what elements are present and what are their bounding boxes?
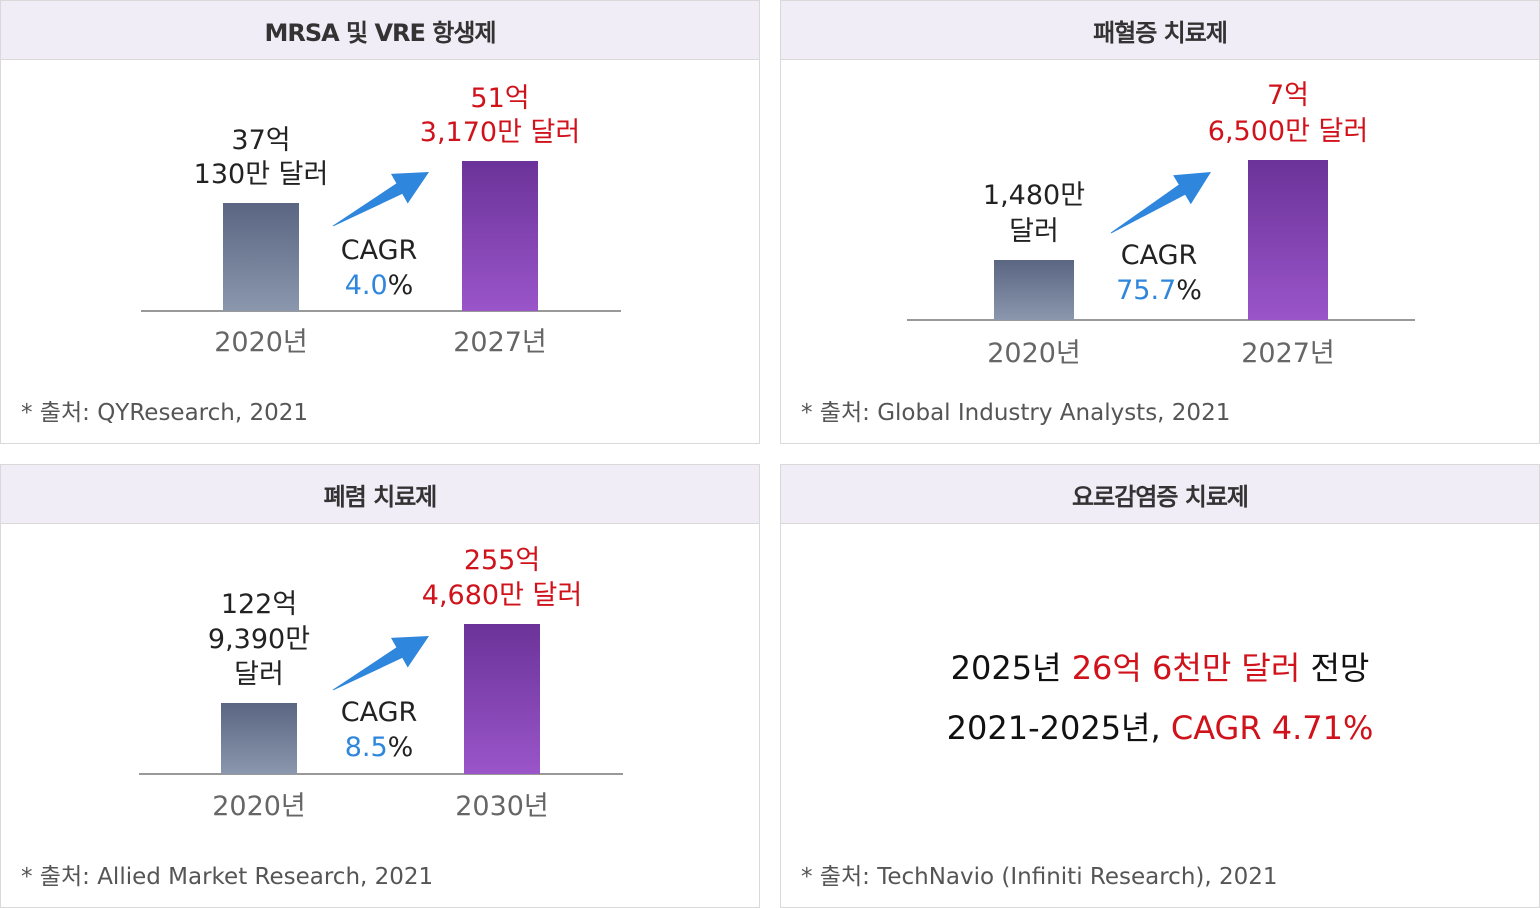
data-label: 130만 달러 (194, 159, 329, 190)
data-label: 255억 (464, 545, 540, 576)
summary-suffix: 전망 (1310, 649, 1370, 687)
cagr-number: 75.7 (1116, 275, 1176, 306)
summary-forecast-value: 26억 6천만 달러 (1071, 649, 1301, 687)
growth-arrow-icon (332, 172, 429, 227)
data-label: 7억 (1267, 80, 1309, 111)
panel-uti: 요로감염증 치료제 2025년 26억 6천만 달러 전망 2021-2025년… (780, 464, 1540, 908)
tick-label: 2027년 (453, 327, 547, 358)
data-label: 4,680만 달러 (422, 580, 582, 611)
cagr-number: 4.0 (345, 270, 388, 301)
summary-line-2: 2021-2025년, CAGR 4.71% (781, 703, 1539, 749)
data-label: 9,390만 (208, 624, 310, 655)
summary-period: 2021-2025년, (946, 709, 1161, 747)
data-label: 달러 (1009, 216, 1059, 247)
bar-2020년 (994, 260, 1074, 320)
bar-2020년 (221, 703, 297, 774)
panel-title: 폐렴 치료제 (1, 465, 759, 524)
source-note: * 출처: QYResearch, 2021 (21, 400, 308, 426)
data-label: 3,170만 달러 (420, 117, 580, 148)
summary-line-1: 2025년 26억 6천만 달러 전망 (781, 643, 1539, 689)
tick-label: 2027년 (1241, 338, 1335, 369)
data-label: 37억 (231, 125, 290, 156)
cagr-label: CAGR (341, 235, 418, 266)
data-label: 51억 (470, 83, 529, 114)
growth-arrow-icon (332, 636, 429, 691)
bar-2020년 (223, 203, 299, 311)
cagr-unit: % (1176, 275, 1202, 306)
cagr-label: CAGR (341, 697, 418, 728)
cagr-value: 75.7% (1116, 275, 1202, 306)
bar-2027년 (1248, 160, 1328, 320)
source-note: * 출처: Global Industry Analysts, 2021 (801, 400, 1231, 426)
bar-2030년 (464, 624, 540, 774)
panel-title: MRSA 및 VRE 항생제 (1, 1, 759, 60)
source-note: * 출처: Allied Market Research, 2021 (21, 864, 434, 890)
tick-label: 2020년 (987, 338, 1081, 369)
panel-title: 요로감염증 치료제 (781, 465, 1539, 524)
tick-label: 2020년 (212, 791, 306, 822)
data-label: 1,480만 (983, 180, 1085, 211)
tick-label: 2020년 (214, 327, 308, 358)
source-note: * 출처: TechNavio (Infiniti Research), 202… (801, 864, 1278, 890)
cagr-value: 8.5% (345, 732, 414, 763)
data-label: 6,500만 달러 (1208, 116, 1368, 147)
panel-title: 패혈증 치료제 (781, 1, 1539, 60)
cagr-unit: % (388, 270, 414, 301)
summary-year: 2025년 (950, 649, 1062, 687)
cagr-number: 8.5 (345, 732, 388, 763)
bar-2027년 (462, 161, 538, 311)
cagr-label: CAGR (1121, 240, 1198, 271)
tick-label: 2030년 (455, 791, 549, 822)
summary-cagr: CAGR 4.71% (1170, 709, 1374, 747)
data-label: 달러 (234, 659, 284, 690)
cagr-unit: % (388, 732, 414, 763)
data-label: 122억 (221, 589, 297, 620)
growth-arrow-icon (1110, 172, 1211, 234)
panel-mrsa-vre: MRSA 및 VRE 항생제 37억 130만 달러 2020년 51억 3,170만 … (0, 0, 760, 444)
cagr-value: 4.0% (345, 270, 414, 301)
